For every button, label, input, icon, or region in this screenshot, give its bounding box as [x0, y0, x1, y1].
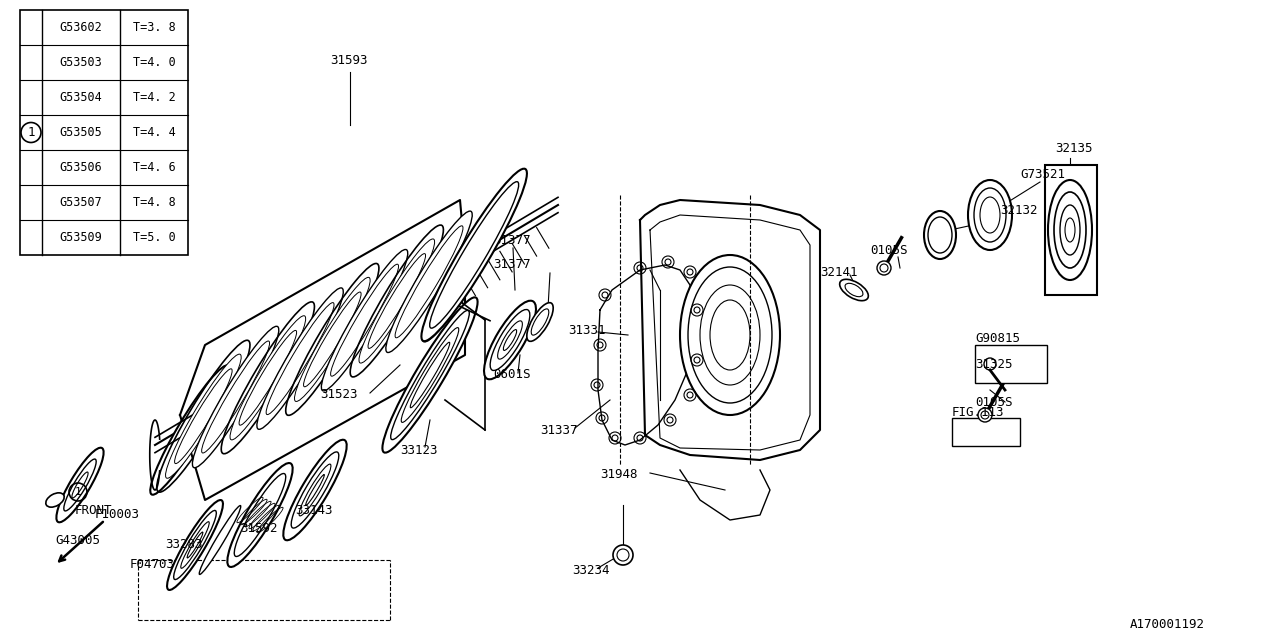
Ellipse shape: [401, 328, 458, 422]
Ellipse shape: [613, 545, 634, 565]
Text: 31337: 31337: [540, 424, 577, 436]
Ellipse shape: [230, 316, 306, 440]
Ellipse shape: [840, 279, 868, 301]
Ellipse shape: [924, 211, 956, 259]
Text: 31948: 31948: [600, 468, 637, 481]
Ellipse shape: [150, 365, 229, 495]
Ellipse shape: [877, 261, 891, 275]
Ellipse shape: [498, 321, 522, 359]
Text: 33143: 33143: [294, 504, 333, 516]
Text: 33283: 33283: [165, 538, 202, 552]
Ellipse shape: [484, 301, 536, 380]
Ellipse shape: [46, 493, 64, 507]
Text: A170001192: A170001192: [1130, 618, 1204, 632]
Ellipse shape: [283, 440, 347, 540]
Ellipse shape: [165, 354, 241, 478]
Text: 0105S: 0105S: [870, 243, 908, 257]
Ellipse shape: [300, 464, 332, 516]
Ellipse shape: [1048, 180, 1092, 280]
Text: 1: 1: [27, 126, 35, 139]
Ellipse shape: [64, 459, 96, 511]
Ellipse shape: [358, 239, 435, 363]
Text: T=4. 0: T=4. 0: [133, 56, 175, 69]
Ellipse shape: [978, 408, 992, 422]
Text: T=4. 8: T=4. 8: [133, 196, 175, 209]
Text: G53504: G53504: [60, 91, 102, 104]
Text: T=4. 2: T=4. 2: [133, 91, 175, 104]
Text: F04703: F04703: [131, 559, 175, 572]
Text: T=4. 4: T=4. 4: [133, 126, 175, 139]
Bar: [1044, 165, 1097, 295]
Ellipse shape: [422, 212, 502, 342]
Ellipse shape: [294, 277, 370, 401]
Ellipse shape: [192, 326, 279, 468]
Text: 0105S: 0105S: [975, 396, 1012, 408]
Text: 31592: 31592: [241, 522, 278, 534]
Text: G53509: G53509: [60, 231, 102, 244]
Text: G53503: G53503: [60, 56, 102, 69]
Text: G53507: G53507: [60, 196, 102, 209]
Text: G43005: G43005: [55, 534, 100, 547]
Ellipse shape: [700, 285, 760, 385]
Text: T=4. 6: T=4. 6: [133, 161, 175, 174]
Text: 31377: 31377: [493, 259, 530, 271]
Text: G73521: G73521: [1020, 168, 1065, 182]
Ellipse shape: [383, 298, 477, 452]
Text: 31523: 31523: [320, 388, 357, 401]
Text: G53506: G53506: [60, 161, 102, 174]
Text: 0601S: 0601S: [493, 369, 530, 381]
Ellipse shape: [257, 288, 343, 429]
Text: G53505: G53505: [60, 126, 102, 139]
Ellipse shape: [180, 522, 209, 568]
Text: 33123: 33123: [399, 444, 438, 456]
Bar: [20, 10, 188, 255]
Ellipse shape: [1060, 205, 1080, 255]
Text: 32135: 32135: [1055, 141, 1093, 154]
Ellipse shape: [968, 180, 1012, 250]
Text: 31593: 31593: [330, 54, 367, 67]
Ellipse shape: [168, 500, 223, 590]
Text: G53602: G53602: [60, 21, 102, 34]
Text: 31377: 31377: [493, 234, 530, 246]
Text: 31325: 31325: [975, 358, 1012, 371]
Text: FRONT: FRONT: [76, 504, 113, 516]
Text: 33234: 33234: [572, 563, 609, 577]
Ellipse shape: [385, 211, 472, 353]
Text: T=3. 8: T=3. 8: [133, 21, 175, 34]
Ellipse shape: [321, 250, 408, 391]
Bar: [975, 345, 1047, 383]
Text: G90815: G90815: [975, 332, 1020, 344]
Text: F10003: F10003: [95, 509, 140, 522]
Text: FIG.113: FIG.113: [952, 406, 1005, 419]
Ellipse shape: [228, 463, 293, 567]
Bar: [952, 418, 1020, 446]
Text: T=5. 0: T=5. 0: [133, 231, 175, 244]
Text: 31331: 31331: [568, 323, 605, 337]
Ellipse shape: [200, 506, 241, 575]
Ellipse shape: [527, 303, 553, 341]
Text: 32141: 32141: [820, 266, 858, 278]
Ellipse shape: [421, 169, 527, 341]
Ellipse shape: [680, 255, 780, 415]
Ellipse shape: [56, 448, 104, 522]
Text: 32132: 32132: [1000, 204, 1038, 216]
Text: 1: 1: [74, 487, 82, 497]
